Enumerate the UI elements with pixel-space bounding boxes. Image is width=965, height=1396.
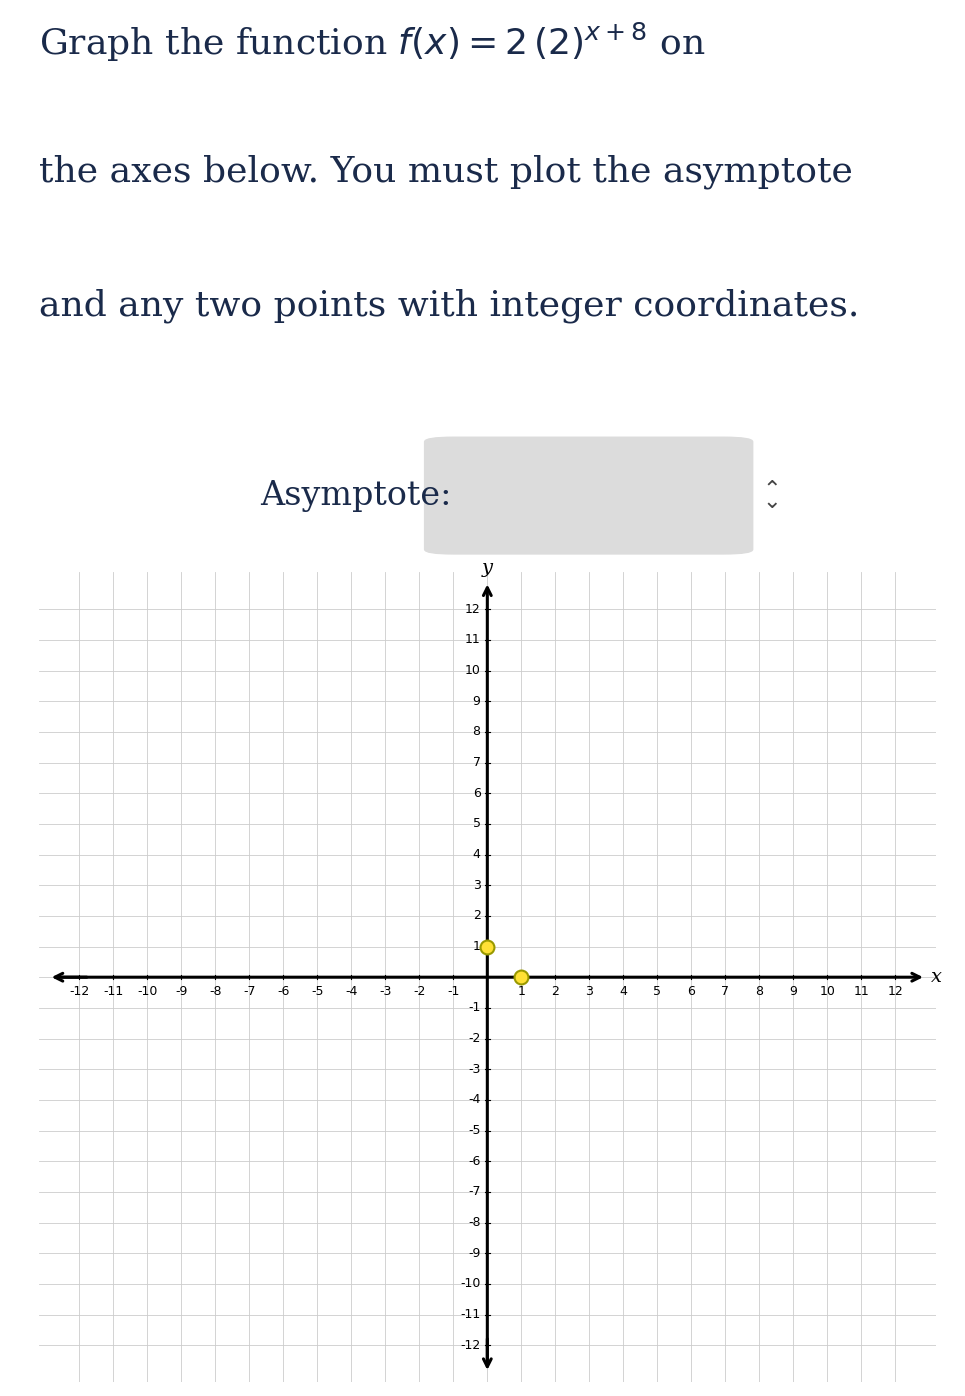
Text: 3: 3 [586,984,593,998]
Text: 12: 12 [888,984,903,998]
Text: ⌃
⌄: ⌃ ⌄ [762,480,782,511]
Text: 11: 11 [853,984,869,998]
Text: 7: 7 [473,757,481,769]
Text: 6: 6 [687,984,695,998]
Text: -12: -12 [460,1339,481,1351]
Text: -11: -11 [460,1308,481,1321]
Text: -3: -3 [379,984,392,998]
FancyBboxPatch shape [425,437,753,554]
Text: -4: -4 [345,984,358,998]
Text: 10: 10 [819,984,835,998]
Text: 4: 4 [620,984,627,998]
Text: x: x [931,969,942,986]
Text: -8: -8 [209,984,222,998]
Text: -3: -3 [468,1062,481,1076]
Text: 12: 12 [465,603,481,616]
Text: -5: -5 [468,1124,481,1138]
Text: 5: 5 [473,817,481,831]
Text: -7: -7 [243,984,256,998]
Text: 5: 5 [653,984,661,998]
Text: y: y [482,558,493,577]
Text: -1: -1 [447,984,459,998]
Text: 1: 1 [517,984,525,998]
Text: -10: -10 [460,1277,481,1290]
Text: -11: -11 [103,984,124,998]
Text: 6: 6 [473,787,481,800]
Text: the axes below. You must plot the asymptote: the axes below. You must plot the asympt… [39,155,852,190]
Point [513,966,529,988]
Text: -2: -2 [413,984,426,998]
Text: 2: 2 [473,909,481,923]
Text: -12: -12 [69,984,90,998]
Text: 2: 2 [551,984,560,998]
Text: -7: -7 [468,1185,481,1198]
Text: 3: 3 [473,878,481,892]
Text: -9: -9 [176,984,187,998]
Point [480,935,495,958]
Text: -5: -5 [311,984,323,998]
Text: 7: 7 [721,984,730,998]
Text: 4: 4 [473,847,481,861]
Text: -1: -1 [468,1001,481,1015]
Text: 1: 1 [473,940,481,953]
Text: -6: -6 [277,984,290,998]
Text: -4: -4 [468,1093,481,1107]
Text: 9: 9 [789,984,797,998]
Text: -2: -2 [468,1032,481,1046]
Text: 9: 9 [473,695,481,708]
Text: -10: -10 [137,984,157,998]
Text: 8: 8 [473,726,481,738]
Text: -8: -8 [468,1216,481,1228]
Text: and any two points with integer coordinates.: and any two points with integer coordina… [39,289,859,324]
Text: -9: -9 [468,1247,481,1259]
Text: Graph the function $f(x) = 2\,(2)^{x+8}$ on: Graph the function $f(x) = 2\,(2)^{x+8}$… [39,21,705,64]
Text: 11: 11 [465,634,481,646]
Text: Asymptote:: Asymptote: [261,480,452,511]
Text: 10: 10 [465,664,481,677]
Text: 8: 8 [756,984,763,998]
Text: -6: -6 [468,1154,481,1167]
